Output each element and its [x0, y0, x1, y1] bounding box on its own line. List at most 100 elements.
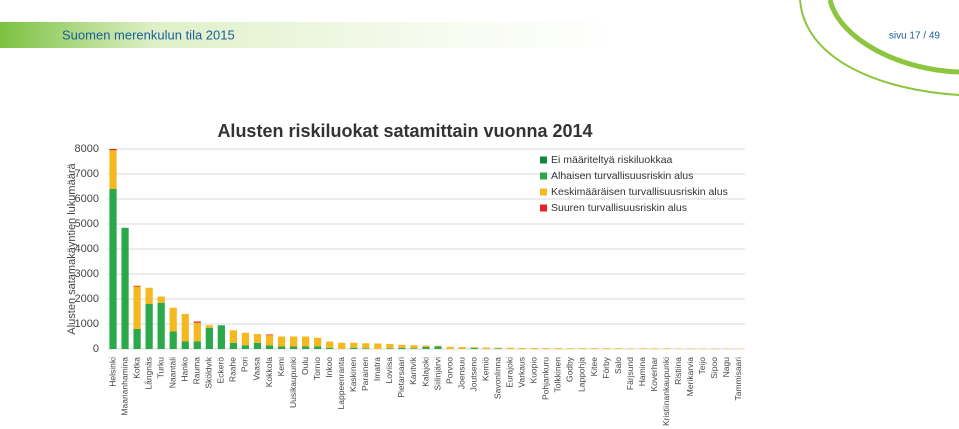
bar-segment [374, 343, 382, 349]
x-tick-label: Helsinki [107, 357, 117, 387]
bar-segment [482, 347, 490, 349]
bar-segment [133, 286, 141, 329]
x-tick-label: Parainen [360, 357, 370, 391]
x-tick-label: Pohjankuru [541, 357, 551, 400]
bar-segment [181, 314, 189, 342]
x-tick-label: Kaskinen [348, 357, 358, 392]
bar-segment [265, 334, 274, 336]
bar-segment [326, 347, 334, 349]
x-tick-label: Tornio [312, 357, 322, 380]
bar-segment [518, 348, 526, 349]
x-tick-label: Hamina [637, 357, 647, 387]
bar-segment [277, 336, 286, 347]
x-tick-label: Joensuu [456, 357, 466, 389]
bar-segment [229, 330, 238, 343]
bar-segment [470, 348, 478, 349]
x-tick-label: Varkaus [517, 357, 527, 388]
x-tick-label: Tammisaari [733, 357, 743, 401]
bar-segment [157, 296, 165, 303]
y-tick-label: 5000 [75, 218, 99, 230]
bar-segment [121, 227, 129, 349]
bar-segment [542, 348, 550, 349]
legend-label: Suuren turvallisuusriskin alus [551, 202, 687, 214]
x-tick-label: Teijo [697, 357, 707, 375]
bar-segment [169, 331, 177, 349]
x-tick-label: Rauma [192, 357, 202, 385]
bar-segment [675, 348, 683, 349]
bar-segment [434, 345, 442, 347]
bar-segment [470, 347, 478, 348]
bar-segment [386, 344, 394, 349]
bar-segment [314, 346, 322, 349]
x-tick-label: Vaasa [252, 357, 262, 381]
bar-segment [350, 342, 358, 348]
header-title: Suomen merenkulun tila 2015 [62, 27, 235, 42]
bar-segment [133, 285, 141, 287]
legend-swatch [540, 188, 547, 196]
x-tick-label: Joutseno [468, 357, 478, 392]
legend-swatch [540, 204, 547, 212]
x-tick-label: Kantvik [408, 356, 418, 385]
bar-segment [109, 189, 117, 349]
x-tick-label: Salo [613, 357, 623, 374]
x-tick-label: Porvoo [444, 357, 454, 384]
bar-segment [398, 347, 406, 349]
bar-segment [602, 348, 611, 349]
bar-segment [410, 348, 418, 349]
bar-segment [193, 322, 201, 342]
bar-segment [386, 348, 394, 349]
x-tick-label: Siilinjärvi [432, 357, 442, 391]
bar-segment [205, 327, 213, 349]
x-tick-label: Naantali [167, 357, 177, 388]
bar-segment [506, 347, 514, 349]
bar-segment [494, 348, 502, 349]
y-tick-label: 0 [93, 343, 99, 355]
legend-swatch [540, 172, 547, 180]
bar-segment [229, 342, 238, 349]
bar-segment [422, 347, 430, 349]
bar-segment [302, 346, 310, 349]
page-number: sivu 17 / 49 [889, 31, 941, 42]
x-tick-label: Turku [155, 357, 165, 379]
bar-segment [614, 348, 623, 349]
y-tick-label: 6000 [75, 193, 99, 205]
x-tick-label: Merikarvia [685, 357, 695, 396]
x-tick-label: Färjsund [625, 357, 635, 390]
bar-segment [699, 348, 707, 349]
bar-segment [446, 346, 454, 349]
bar-segment [241, 332, 250, 346]
bar-segment [434, 346, 442, 349]
x-tick-label: Kokkola [264, 357, 274, 388]
bar-segment [530, 348, 538, 349]
bar-segment [627, 348, 635, 349]
x-tick-label: Imatra [372, 357, 382, 381]
x-tick-label: Loviisa [384, 357, 394, 384]
bar-segment [422, 345, 430, 347]
bar-segment [181, 341, 189, 349]
chart-title: Alusten riskiluokat satamittain vuonna 2… [217, 121, 592, 141]
x-tick-label: Hanko [179, 357, 189, 382]
y-tick-label: 2000 [75, 293, 99, 305]
bar-segment [145, 287, 153, 304]
bar-segment [663, 348, 671, 349]
bar-segment [217, 325, 225, 349]
bar-segment [169, 307, 177, 332]
x-tick-label: Eurajoki [505, 357, 515, 388]
bar-segment [566, 348, 575, 349]
x-tick-label: Pietarsaari [396, 357, 406, 398]
bar-segment [205, 325, 213, 328]
x-tick-label: Uusikaupunki [288, 357, 298, 408]
bar-segment [241, 345, 250, 349]
bar-segment [302, 336, 310, 347]
bar-segment [289, 346, 298, 349]
x-tick-label: Pori [240, 357, 250, 372]
x-tick-label: Lappohja [577, 357, 587, 392]
legend-label: Alhaisen turvallisuusriskin alus [551, 170, 693, 182]
legend-label: Ei määriteltyä riskiluokkaa [551, 154, 673, 166]
y-tick-label: 7000 [75, 168, 99, 180]
bar-segment [362, 348, 370, 349]
bar-segment [289, 336, 298, 347]
header-band [0, 22, 620, 48]
